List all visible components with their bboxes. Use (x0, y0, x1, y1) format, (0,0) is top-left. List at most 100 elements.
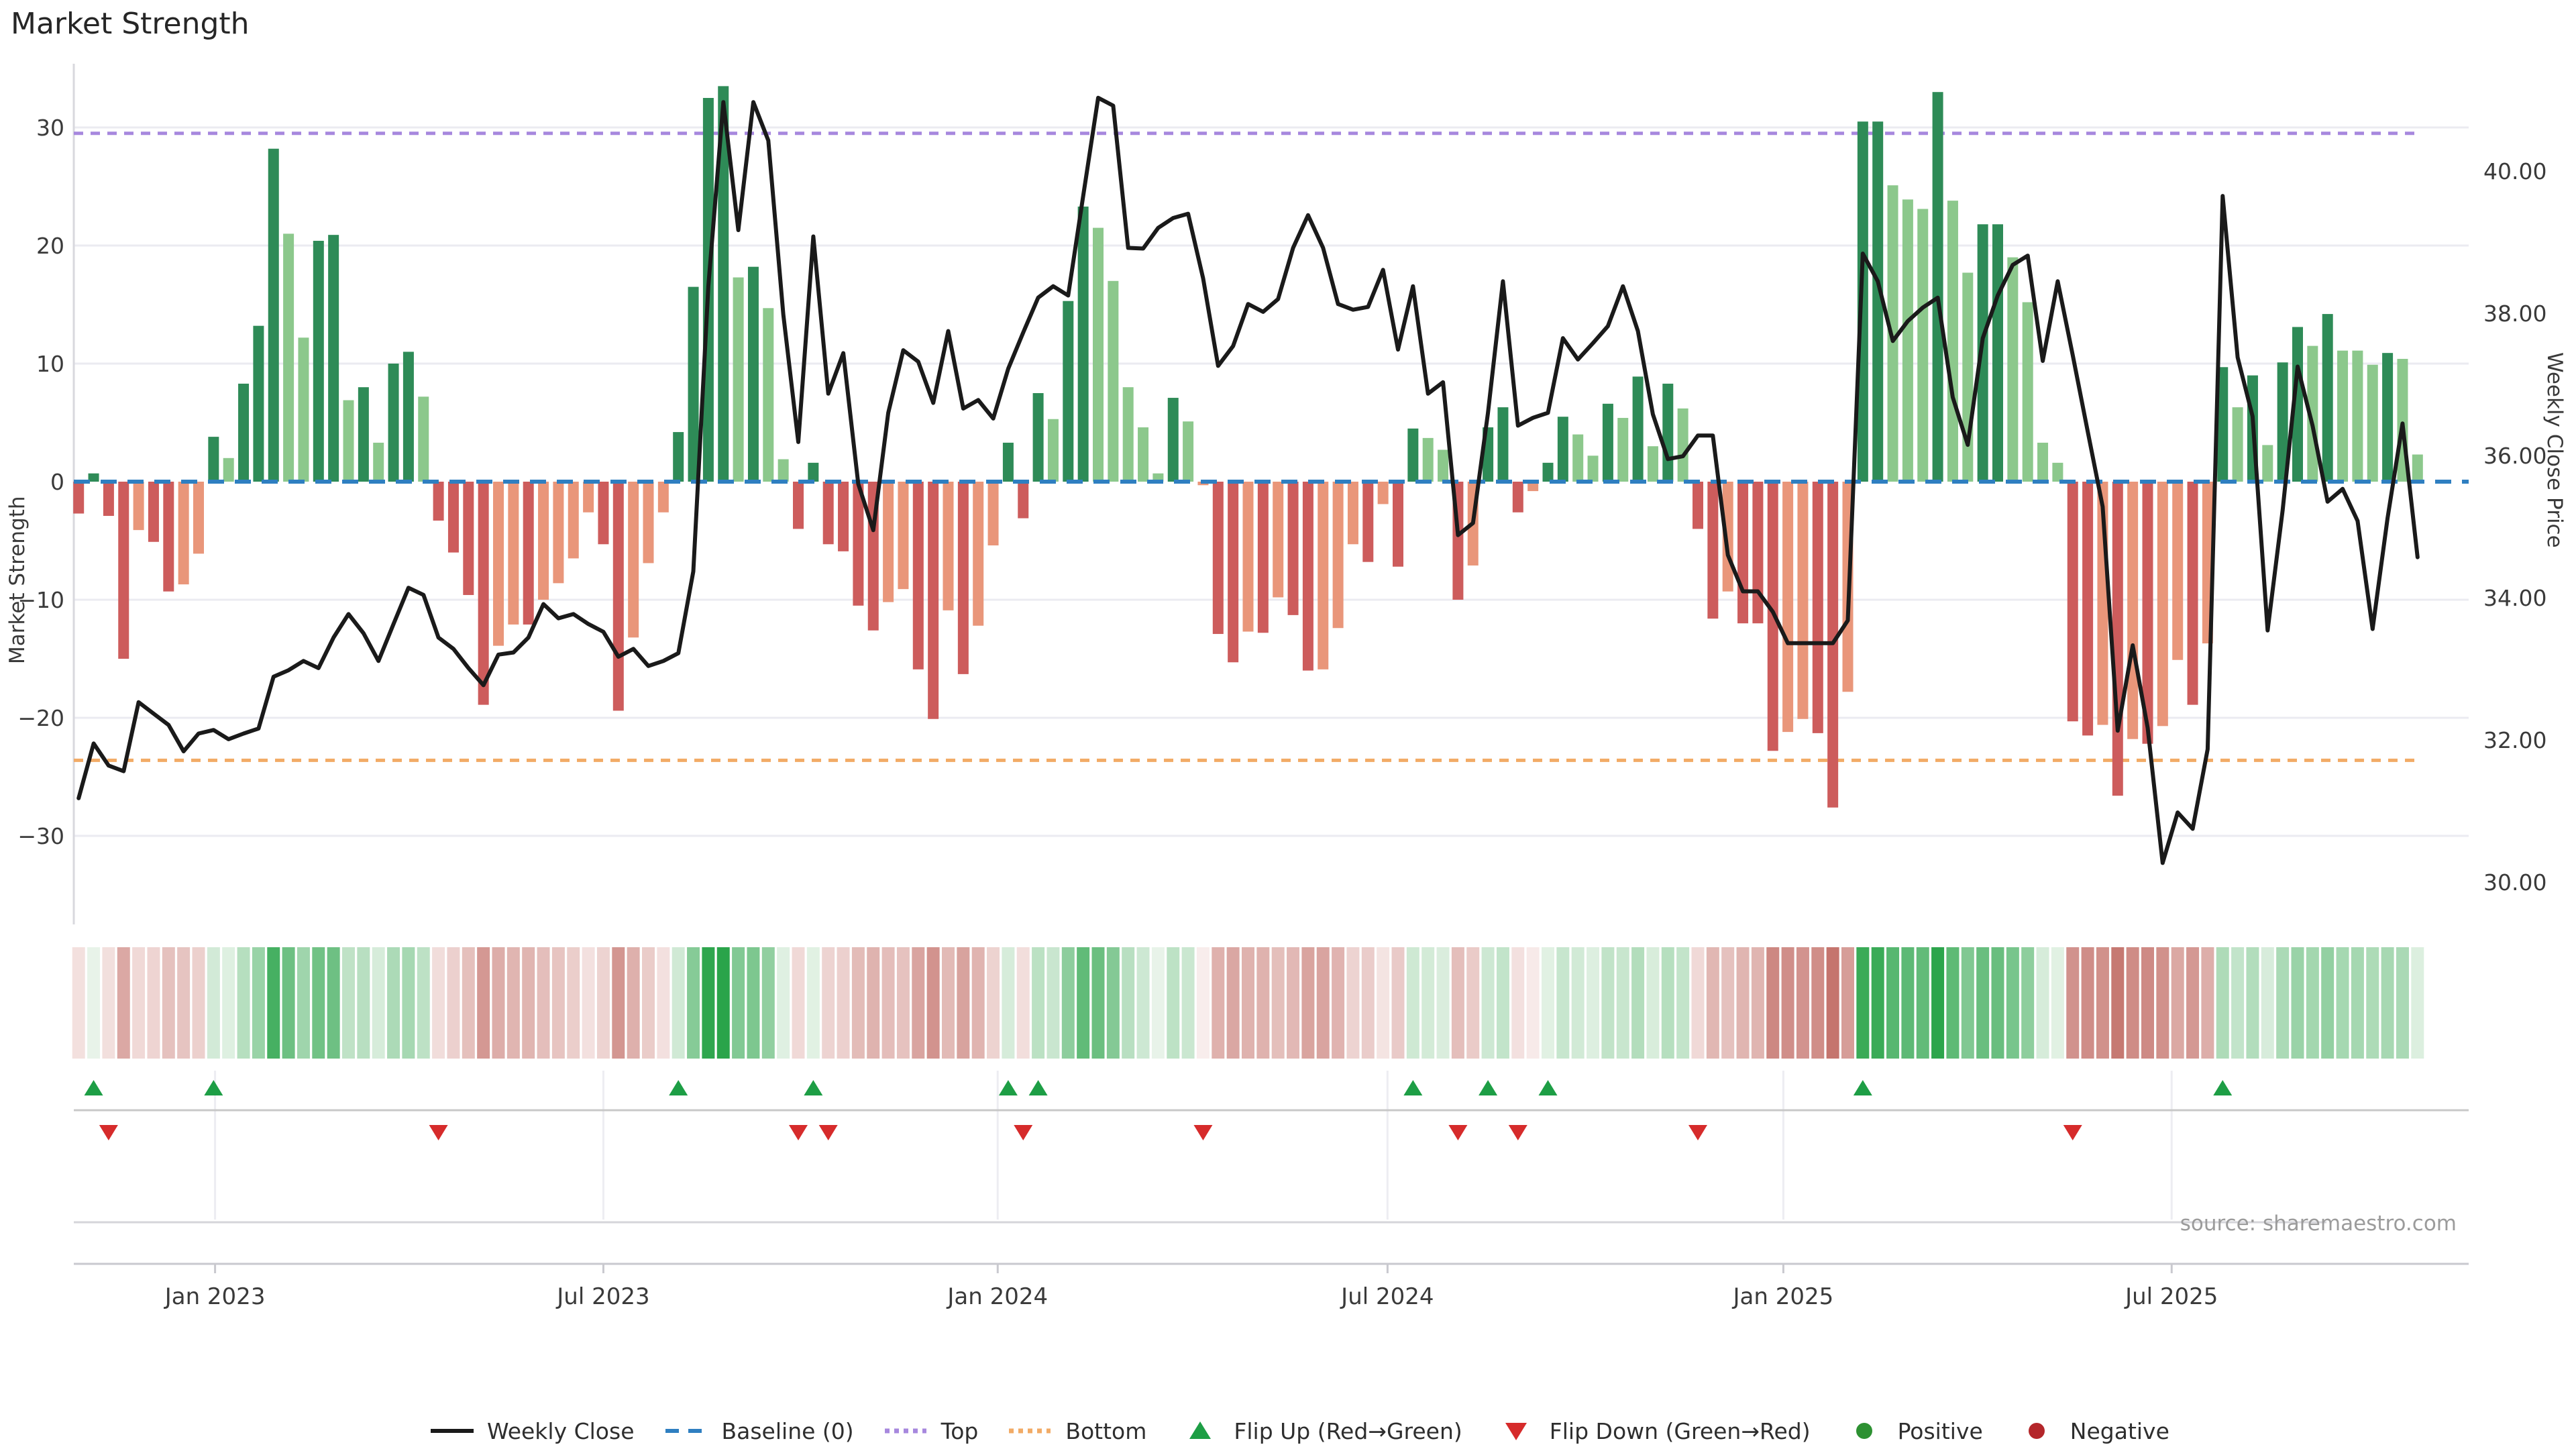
heatmap-cell (1032, 947, 1045, 1059)
heatmap-cell (1542, 947, 1554, 1059)
heatmap-cell (2336, 947, 2349, 1059)
dot-icon (2028, 1423, 2045, 1439)
heatmap-cell (851, 947, 865, 1059)
strength-bar (1797, 482, 1809, 719)
flip-marker-band (74, 1071, 2469, 1220)
legend-label: Top (941, 1417, 979, 1444)
legend-label: Bottom (1065, 1417, 1147, 1444)
flip-down-triangle-icon (789, 1125, 808, 1140)
strength-bar (957, 482, 969, 674)
flip-up-triangle-icon (1538, 1080, 1558, 1095)
strength-gridlines (74, 126, 2469, 837)
heatmap-cell (2246, 947, 2259, 1059)
heatmap-cell (2141, 947, 2154, 1059)
strength-bar (328, 235, 339, 482)
strength-bar (2007, 257, 2019, 482)
strength-bar (1512, 482, 1523, 513)
strength-bar (1077, 206, 1089, 482)
flip-down-triangle-icon (1448, 1125, 1468, 1140)
heatmap-cell (777, 947, 790, 1059)
strength-bar (1632, 376, 1644, 482)
strength-bar (1228, 482, 1239, 663)
strength-bar (193, 482, 204, 554)
flip-down-triangle-icon (1014, 1125, 1033, 1140)
strength-bar (463, 482, 474, 595)
strength-bar (1602, 403, 1613, 482)
dotted-line-icon (884, 1428, 926, 1434)
strength-bar (178, 482, 189, 585)
heatmap-cell (1332, 947, 1345, 1059)
strength-bar (883, 482, 894, 602)
strength-bar (2262, 445, 2273, 482)
strength-bar (733, 277, 744, 482)
heatmap-cell (2006, 947, 2019, 1059)
left-tick-label: 20 (36, 233, 64, 259)
right-tick-label: 32.00 (2483, 727, 2546, 753)
heatmap-cell (792, 947, 805, 1059)
heatmap-cell (1886, 947, 1900, 1059)
heatmap-cell (822, 947, 835, 1059)
strength-bar (2337, 350, 2349, 482)
flip-up-triangle-icon (1853, 1080, 1872, 1095)
heatmap-cell (1061, 947, 1075, 1059)
strength-bar (1947, 201, 1958, 482)
heatmap-cell (1436, 947, 1450, 1059)
heatmap-cell (1556, 947, 1570, 1059)
heatmap-cell (1796, 947, 1809, 1059)
strength-bar (1257, 482, 1269, 633)
flip-up-triangle-icon (804, 1080, 823, 1095)
heatmap-cell (2081, 947, 2094, 1059)
heatmap-cell (1256, 947, 1270, 1059)
strength-bar (1018, 482, 1029, 519)
strength-bar (1032, 393, 1044, 482)
strength-bar (1962, 272, 1974, 482)
strength-bar (523, 482, 534, 625)
flip-up-markers (84, 1080, 2233, 1095)
strength-bar (1332, 482, 1344, 629)
heatmap-cell (267, 947, 280, 1059)
strength-bar (283, 233, 294, 482)
heatmap-cell (2321, 947, 2334, 1059)
strength-bar (1183, 421, 1194, 482)
heatmap-cell (117, 947, 130, 1059)
heatmap-cell (522, 947, 535, 1059)
strength-bar (373, 442, 384, 482)
heatmap-cell (2216, 947, 2229, 1059)
heatmap-cell (716, 947, 730, 1059)
heatmap-cell (881, 947, 895, 1059)
x-tick-label: Jul 2023 (555, 1283, 649, 1310)
strength-bar (1977, 224, 1988, 482)
heatmap-cell (297, 947, 310, 1059)
heatmap-cell (1616, 947, 1629, 1059)
x-tick-label: Jan 2025 (1732, 1283, 1834, 1310)
strength-bar (838, 482, 849, 551)
flip-up-triangle-icon (669, 1080, 688, 1095)
flip-up-triangle-icon (1403, 1080, 1423, 1095)
legend-item: Negative (2012, 1417, 2169, 1444)
heatmap-cell (1122, 947, 1135, 1059)
heatmap-cell (1991, 947, 2004, 1059)
strength-bar (1047, 419, 1059, 482)
flip-down-triangle-icon (1193, 1125, 1213, 1140)
heatmap-cell (357, 947, 370, 1059)
heatmap-cell (2261, 947, 2274, 1059)
strength-bar (987, 482, 999, 546)
strength-bar (2052, 462, 2063, 482)
heatmap-cell (477, 947, 490, 1059)
strength-bar (388, 364, 399, 482)
right-axis-ticks: 40.00 38.00 36.00 34.00 32.00 30.00 (2483, 158, 2546, 896)
strength-bar (1138, 427, 1149, 482)
heatmap-cell (1167, 947, 1180, 1059)
heatmap-cell (971, 947, 985, 1059)
heatmap-cell (432, 947, 445, 1059)
heatmap-cell (492, 947, 505, 1059)
strength-bar (1917, 209, 1929, 482)
heatmap-cell (1526, 947, 1540, 1059)
strength-bar (1212, 482, 1224, 635)
line-icon (431, 1429, 474, 1433)
heatmap-cell (1631, 947, 1645, 1059)
strength-bar (1302, 482, 1313, 671)
heatmap-cell (1811, 947, 1825, 1059)
strength-bar (2277, 362, 2288, 482)
